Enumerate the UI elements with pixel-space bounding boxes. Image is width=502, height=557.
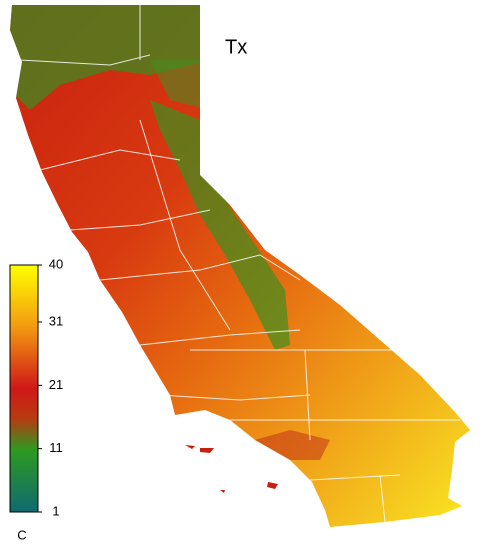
colorbar-unit: C (17, 527, 26, 542)
colorbar (9, 264, 39, 513)
colorbar-tick-label: 1 (52, 503, 59, 518)
map-title: Tx (225, 36, 247, 58)
temperature-map (10, 5, 470, 527)
colorbar-tick-label: 31 (49, 313, 63, 328)
colorbar-scale (9, 264, 39, 513)
colorbar-tick-label: 40 (49, 256, 63, 271)
colorbar-tick-label: 21 (49, 377, 63, 392)
colorbar-tick-label: 11 (49, 440, 63, 455)
